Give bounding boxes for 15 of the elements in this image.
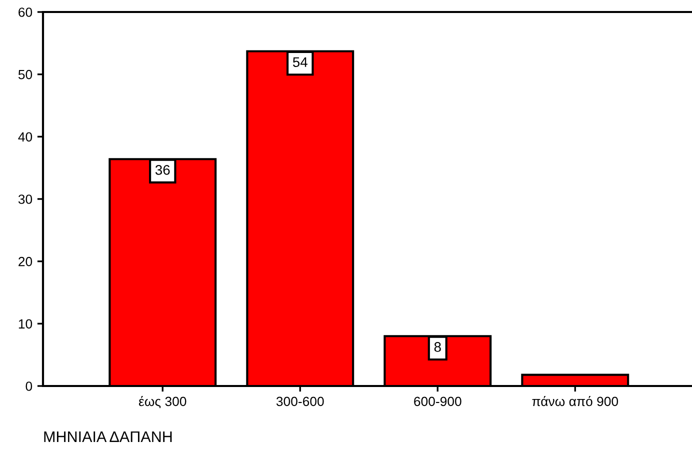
y-tick-label: 50 (18, 70, 32, 80)
data-label: 36 (155, 165, 170, 175)
data-label: 8 (434, 342, 441, 352)
x-tick-label: 300-600 (276, 396, 324, 406)
x-tick-label: πάνω από 900 (532, 396, 618, 406)
data-label: 54 (292, 57, 308, 68)
x-tick-label: 600-900 (414, 396, 462, 406)
y-tick-label: 40 (18, 132, 32, 142)
y-tick-label: 30 (18, 194, 32, 204)
y-tick-label: 10 (18, 319, 32, 329)
y-tick-label: 20 (18, 256, 32, 266)
x-axis-title: ΜΗΝΙΑΙΑ ΔΑΠΑΝΗ (44, 431, 172, 442)
y-tick-label: 60 (18, 8, 32, 17)
y-tick-label: 0 (26, 382, 32, 391)
x-tick-label: έως 300 (138, 396, 186, 408)
